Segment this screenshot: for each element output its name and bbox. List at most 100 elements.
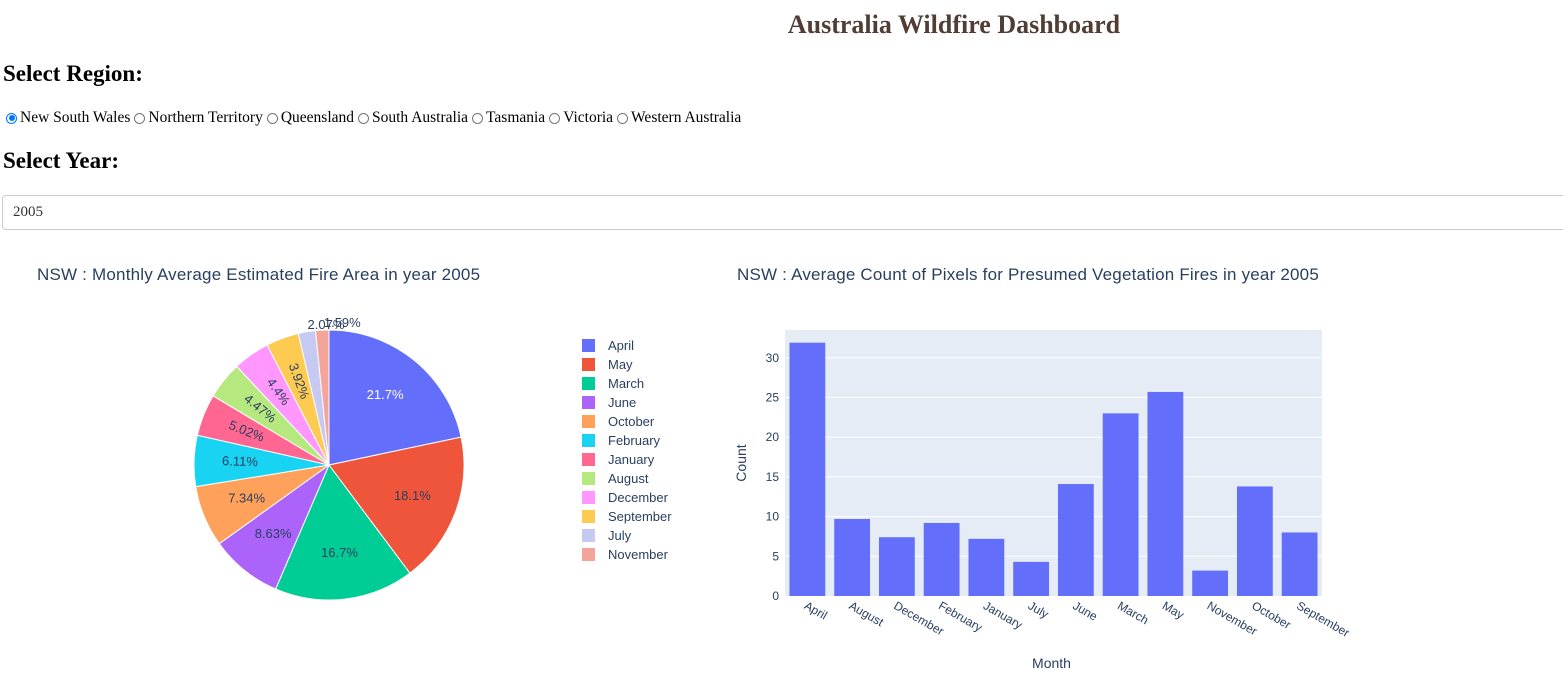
radio-label: South Australia — [372, 109, 469, 126]
radio-label: New South Wales — [20, 109, 131, 126]
radio-label: Western Australia — [631, 109, 742, 126]
radio-button[interactable] — [134, 112, 146, 124]
page-title: Australia Wildfire Dashboard — [787, 10, 1121, 39]
legend-item-march[interactable]: March — [582, 376, 644, 391]
legend-swatch — [582, 453, 595, 466]
legend-label: June — [608, 395, 636, 410]
bar-chart-title: NSW : Average Count of Pixels for Presum… — [737, 265, 1319, 284]
bar-august[interactable] — [834, 518, 871, 596]
legend-label: January — [608, 452, 655, 467]
bar-july[interactable] — [1013, 561, 1050, 596]
legend-item-august[interactable]: August — [582, 471, 649, 486]
legend-item-january[interactable]: January — [582, 452, 655, 467]
radio-label: Northern Territory — [148, 109, 263, 126]
plot-background — [785, 330, 1322, 596]
x-tick-label: August — [847, 598, 887, 629]
legend-swatch — [582, 396, 595, 409]
pie-chart: 21.7%18.1%16.7%8.63%7.34%6.11%5.02%4.47%… — [193, 315, 672, 601]
y-tick-label: 15 — [766, 470, 780, 484]
x-tick-label: May — [1160, 598, 1187, 621]
y-axis-label: Count — [733, 444, 749, 481]
y-tick-label: 20 — [766, 430, 780, 444]
radio-button[interactable] — [549, 112, 561, 124]
x-tick-label: April — [802, 598, 830, 622]
pie-slice-april[interactable] — [328, 329, 462, 466]
pie-inside-label: 18.1% — [394, 488, 431, 503]
legend-label: October — [608, 414, 655, 429]
legend-item-october[interactable]: October — [582, 414, 655, 429]
radio-option-tasmania[interactable]: Tasmania — [472, 109, 545, 127]
radio-option-new-south-wales[interactable]: New South Wales — [6, 109, 130, 127]
bar-june[interactable] — [1057, 484, 1094, 596]
legend-swatch — [582, 491, 595, 504]
bar-january[interactable] — [968, 538, 1005, 596]
legend-label: December — [608, 490, 669, 505]
radio-option-queensland[interactable]: Queensland — [266, 109, 354, 127]
region-radio-group: New South Wales Northern Territory Queensl… — [6, 109, 745, 127]
radio-option-northern-territory[interactable]: Northern Territory — [134, 109, 263, 127]
legend-swatch — [582, 529, 595, 542]
pie-inside-label: 8.63% — [255, 526, 292, 541]
radio-option-victoria[interactable]: Victoria — [549, 109, 613, 127]
legend-swatch — [582, 415, 595, 428]
y-tick-label: 30 — [766, 351, 780, 365]
radio-button[interactable] — [6, 112, 17, 124]
bar-november[interactable] — [1192, 570, 1229, 596]
bar-december[interactable] — [878, 537, 915, 596]
bar-october[interactable] — [1236, 486, 1273, 596]
legend-swatch — [582, 377, 595, 390]
pie-inside-label: 7.34% — [228, 490, 265, 505]
pie-slice-march[interactable] — [274, 464, 411, 601]
legend-label: November — [608, 547, 669, 562]
bar-may[interactable] — [1147, 391, 1184, 596]
bar-april[interactable] — [789, 342, 826, 596]
radio-button[interactable] — [617, 112, 629, 124]
x-tick-label: November — [1205, 598, 1260, 638]
legend-swatch — [582, 548, 595, 561]
legend-item-june[interactable]: June — [582, 395, 636, 410]
y-tick-label: 25 — [766, 390, 780, 404]
y-tick-label: 5 — [772, 549, 779, 563]
legend-label: March — [608, 376, 644, 391]
legend-item-february[interactable]: February — [582, 433, 661, 448]
x-tick-label: July — [1026, 598, 1051, 621]
pie-inside-label: 21.7% — [367, 387, 404, 402]
legend-item-july[interactable]: July — [582, 528, 632, 543]
legend-label: February — [608, 433, 661, 448]
radio-button[interactable] — [472, 112, 484, 124]
legend-item-december[interactable]: December — [582, 490, 669, 505]
y-tick-label: 0 — [772, 589, 779, 603]
x-tick-label: March — [1115, 598, 1151, 627]
pie-outside-label: 2.07% — [308, 317, 345, 332]
pie-outside-label: 1.59% — [324, 315, 361, 330]
x-tick-label: June — [1070, 598, 1100, 623]
x-axis-label: Month — [1032, 655, 1071, 671]
radio-label: Victoria — [563, 109, 614, 126]
legend-swatch — [582, 434, 595, 447]
pie-slice-november[interactable] — [314, 329, 330, 466]
legend-item-may[interactable]: May — [582, 357, 633, 372]
bar-february[interactable] — [923, 522, 960, 596]
x-tick-label: September — [1294, 598, 1352, 639]
legend-item-september[interactable]: September — [582, 509, 672, 524]
legend-swatch — [582, 510, 595, 523]
radio-button[interactable] — [358, 112, 369, 124]
pie-slice-may[interactable] — [328, 436, 465, 574]
x-tick-label: January — [981, 598, 1025, 631]
legend-item-april[interactable]: April — [582, 338, 634, 353]
legend-item-november[interactable]: November — [582, 547, 669, 562]
pie-chart-title: NSW : Monthly Average Estimated Fire Are… — [37, 265, 481, 284]
radio-option-western-australia[interactable]: Western Australia — [617, 109, 741, 127]
bar-march[interactable] — [1102, 413, 1139, 596]
legend-swatch — [582, 472, 595, 485]
region-label: Select Region: — [3, 61, 143, 86]
pie-inside-label: 6.11% — [222, 453, 259, 469]
year-input[interactable]: 2005 — [2, 195, 1563, 230]
x-tick-label: December — [891, 598, 946, 638]
radio-button[interactable] — [266, 112, 278, 124]
radio-option-south-australia[interactable]: South Australia — [358, 109, 468, 127]
radio-label: Tasmania — [486, 109, 546, 126]
bar-september[interactable] — [1281, 532, 1318, 596]
pie-inside-label: 16.7% — [321, 545, 358, 560]
